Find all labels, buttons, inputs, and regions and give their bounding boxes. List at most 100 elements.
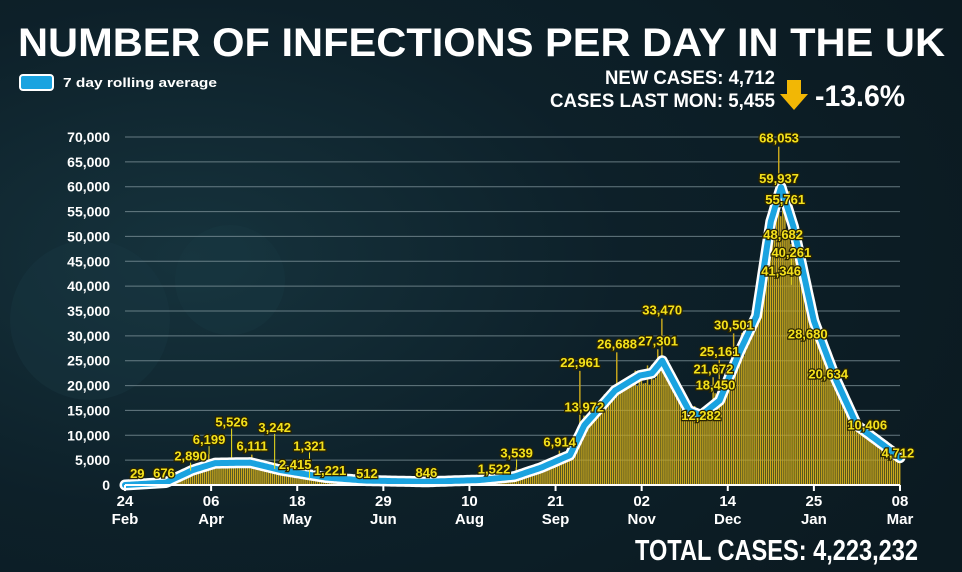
data-label: 1,321 [293, 438, 326, 453]
daily-bar [745, 338, 747, 485]
daily-bar [548, 464, 550, 485]
daily-bar [257, 463, 259, 485]
data-label: 3,539 [500, 445, 533, 460]
daily-bar [630, 385, 632, 485]
daily-bar [564, 458, 567, 485]
daily-bar [222, 460, 224, 485]
daily-bar [287, 471, 290, 485]
daily-bar [534, 469, 536, 485]
daily-bar [755, 328, 757, 485]
daily-bar [767, 252, 770, 485]
y-tick-label: 45,000 [67, 253, 110, 269]
daily-bar [246, 462, 249, 485]
daily-bar [572, 445, 575, 485]
daily-bar [279, 471, 282, 485]
new-cases-text: NEW CASES: 4,712 [605, 68, 775, 89]
data-label: 25,161 [700, 344, 740, 359]
y-tick-label: 25,000 [67, 353, 110, 369]
daily-bar [870, 437, 872, 485]
daily-bar [829, 370, 831, 485]
daily-bar [702, 417, 704, 485]
daily-bar [251, 454, 253, 485]
daily-bar [583, 415, 585, 485]
data-label: 2,415 [279, 457, 312, 472]
daily-bar [536, 469, 538, 485]
daily-bar [691, 417, 694, 485]
y-axis: 0 5,000 10,000 15,000 20,000 25,000 30,000 35,0… [67, 129, 110, 493]
virus-illustration [10, 240, 170, 400]
daily-bar [240, 462, 243, 485]
daily-bar [277, 469, 280, 485]
daily-bar [620, 387, 622, 485]
daily-bar [281, 469, 284, 485]
daily-bar [292, 472, 294, 485]
daily-bar [599, 403, 602, 485]
daily-bar [531, 469, 534, 485]
rolling-average-series [122, 184, 903, 488]
daily-bar [244, 462, 247, 485]
daily-bar [860, 425, 862, 485]
daily-bar [230, 457, 233, 485]
daily-bar [751, 336, 753, 485]
daily-bar [839, 396, 841, 485]
x-tick-month: May [283, 511, 313, 528]
x-tick-month: Dec [714, 511, 742, 528]
data-labels: 29 676 2,890 6,199 5,526 6,111 3,242 2,415 1,321… [129, 129, 916, 482]
daily-bar [704, 416, 706, 485]
x-tick-day: 21 [547, 493, 564, 510]
daily-bar [544, 464, 546, 485]
daily-bar [523, 474, 526, 485]
data-label: 48,682 [763, 227, 803, 242]
daily-bar [597, 414, 600, 485]
data-label: 676 [153, 466, 175, 481]
daily-bar [722, 388, 725, 485]
daily-bar [622, 382, 624, 485]
daily-bar [659, 357, 661, 485]
daily-bar [778, 146, 780, 485]
daily-bar [609, 399, 612, 485]
daily-bar [833, 385, 835, 485]
daily-bar [642, 383, 645, 485]
daily-bar [837, 393, 839, 485]
daily-bar [782, 206, 784, 485]
daily-bar [765, 237, 768, 485]
daily-bar [290, 472, 292, 485]
y-tick-label: 10,000 [67, 427, 110, 443]
x-tick-month: Mar [887, 511, 914, 528]
daily-bar [210, 462, 212, 485]
data-label: 27,301 [638, 333, 678, 348]
daily-bar [825, 354, 827, 485]
daily-bar [648, 384, 651, 485]
daily-bar [819, 329, 821, 485]
daily-bar [640, 380, 643, 485]
y-tick-label: 50,000 [67, 228, 110, 244]
daily-bar [632, 382, 634, 485]
data-label: 6,199 [193, 432, 226, 447]
daily-bar [827, 364, 829, 485]
percent-change: -13.6% [815, 80, 905, 113]
daily-bars [126, 146, 901, 486]
daily-bar [197, 467, 200, 485]
daily-bar [195, 470, 198, 485]
daily-bar [761, 285, 764, 485]
daily-bar [618, 392, 620, 485]
daily-bar [671, 380, 673, 485]
daily-bar [689, 412, 692, 485]
daily-bar [673, 388, 675, 485]
daily-bar [193, 469, 196, 485]
daily-bar [669, 373, 671, 485]
data-label: 2,890 [174, 449, 207, 464]
daily-bar [587, 417, 589, 485]
daily-bar [273, 468, 276, 485]
daily-bar [575, 441, 577, 485]
data-label: 4,712 [882, 446, 915, 461]
daily-bar [773, 232, 776, 485]
daily-bar [802, 285, 805, 485]
daily-bar [749, 329, 751, 485]
daily-bar [667, 378, 669, 485]
daily-bar [228, 463, 230, 485]
data-label: 55,761 [765, 192, 805, 207]
daily-bar [792, 242, 794, 485]
daily-bar [255, 466, 257, 485]
daily-bar [847, 402, 850, 485]
